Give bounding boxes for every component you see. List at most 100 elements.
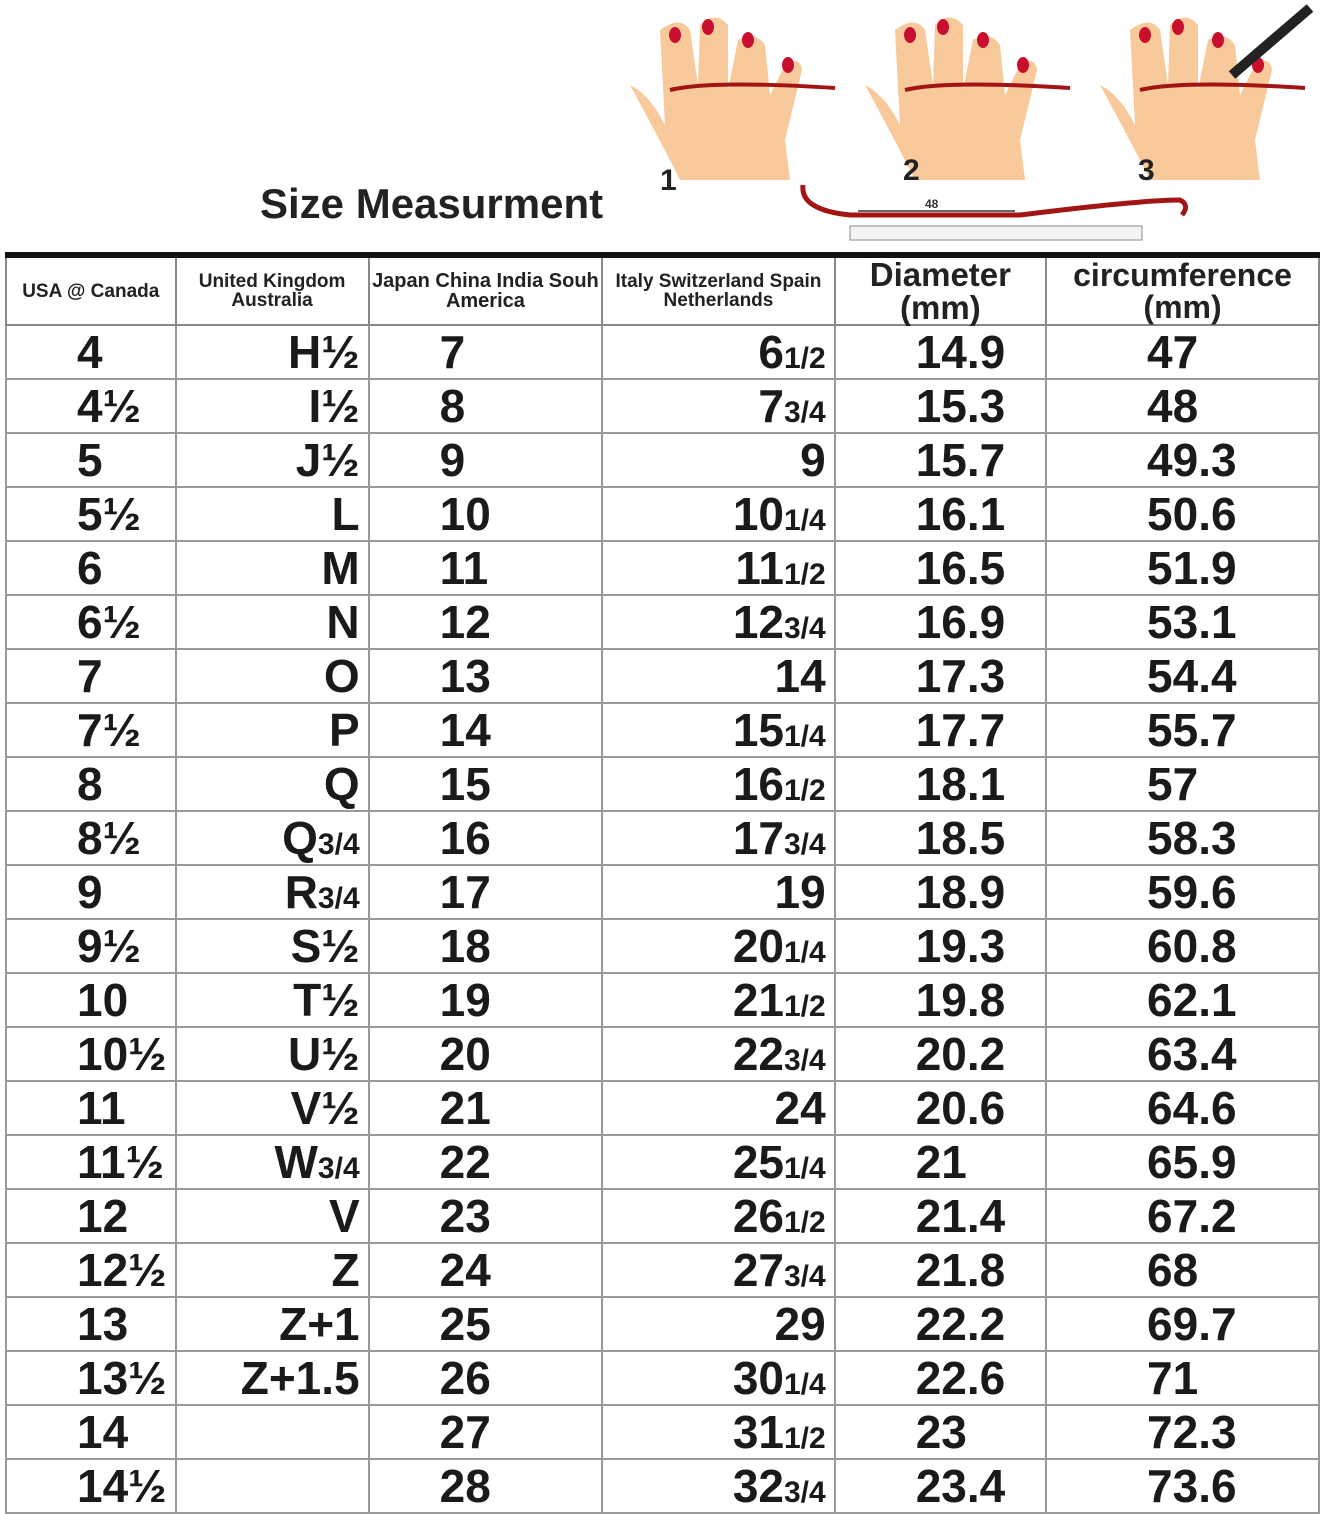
table-cell: 13½	[5, 1350, 177, 1406]
table-cell: 151/4	[601, 702, 836, 758]
cell-value: 49.3	[1147, 434, 1237, 486]
cell-value: 26	[732, 1190, 784, 1242]
table-cell: 111/2	[601, 540, 836, 596]
cell-value: 47	[1147, 326, 1199, 378]
cell-value: V	[328, 1190, 360, 1242]
cell-value: 18.5	[915, 812, 1006, 864]
table-cell: 101/4	[601, 486, 836, 542]
step-label: 1	[660, 164, 677, 197]
table-cell: 18	[367, 918, 604, 974]
table-cell: N	[174, 594, 370, 650]
table-cell: 21	[367, 1080, 604, 1136]
measuring-string	[800, 184, 1188, 218]
table-cell: 23	[833, 1404, 1048, 1460]
table-cell: 9	[367, 432, 604, 488]
cell-value: 12	[732, 596, 784, 648]
cell-fraction: 1/4	[783, 1368, 826, 1401]
header-row: USA @ Canada United Kingdom Australia Japa…	[5, 255, 1320, 326]
table-cell: 19	[367, 972, 604, 1028]
table-cell: 16.5	[833, 540, 1048, 596]
table-cell: 68	[1045, 1242, 1320, 1298]
cell-value: 11	[735, 542, 784, 594]
cell-value: J½	[295, 434, 360, 486]
cell-value: 22.6	[915, 1352, 1006, 1404]
column-header: United Kingdom Australia	[174, 255, 370, 326]
cell-value: 16.1	[915, 488, 1006, 540]
table-row: 5 J½ 9 9 15.7 49.3	[5, 432, 1320, 488]
cell-value: 28	[439, 1460, 491, 1512]
table-cell: 223/4	[601, 1026, 836, 1082]
table-cell: 26	[367, 1350, 604, 1406]
table-cell: I½	[174, 378, 370, 434]
cell-value: 19.3	[915, 920, 1006, 972]
cell-value: 8	[439, 380, 466, 432]
cell-fraction: 1/4	[783, 936, 826, 969]
cell-value: 11	[439, 542, 489, 594]
table-cell: 9½	[5, 918, 177, 974]
table-cell: 9	[5, 864, 177, 920]
cell-value: 19	[774, 866, 826, 918]
table-row: 13½ Z+1.5 26 301/4 22.6 71	[5, 1350, 1320, 1406]
cell-fraction: 3/4	[317, 1152, 360, 1185]
table-cell: 47	[1045, 324, 1320, 380]
cell-value: N	[326, 596, 360, 648]
cell-value: R	[284, 866, 318, 918]
cell-value: 21.8	[915, 1244, 1006, 1296]
cell-value: S½	[290, 920, 360, 972]
cell-value: 26	[439, 1352, 491, 1404]
table-cell: 15.3	[833, 378, 1048, 434]
cell-value: 23	[439, 1190, 491, 1242]
table-cell: S½	[174, 918, 370, 974]
table-cell: 17.3	[833, 648, 1048, 704]
cell-value: 9	[800, 434, 826, 486]
cell-value: 12	[439, 596, 491, 648]
table-cell: Z+1	[174, 1296, 370, 1352]
table-cell: 63.4	[1045, 1026, 1320, 1082]
table-row: 9 R3/4 17 19 18.9 59.6	[5, 864, 1320, 920]
cell-value: 62.1	[1147, 974, 1237, 1026]
cell-value: 27	[439, 1406, 491, 1458]
table-cell: 57	[1045, 756, 1320, 812]
cell-value: 63.4	[1147, 1028, 1237, 1080]
table-cell: 21.8	[833, 1242, 1048, 1298]
table-cell: 18.5	[833, 810, 1048, 866]
table-row: 11 V½ 21 24 20.6 64.6	[5, 1080, 1320, 1136]
cell-value: 24	[774, 1082, 826, 1134]
cell-value: I½	[308, 380, 360, 432]
table-cell: 6	[5, 540, 177, 596]
cell-value: 59.6	[1147, 866, 1237, 918]
table-cell: 19.8	[833, 972, 1048, 1028]
table-cell: 54.4	[1045, 648, 1320, 704]
table-cell: 61/2	[601, 324, 836, 380]
cell-value: 10	[77, 974, 129, 1026]
table-cell: 9	[601, 432, 836, 488]
cell-value: 17.7	[915, 704, 1006, 756]
cell-value: 22	[732, 1028, 784, 1080]
table-cell: 11	[5, 1080, 177, 1136]
cell-value: 30	[732, 1352, 784, 1404]
cell-fraction: 1/2	[783, 1422, 826, 1455]
table-cell: M	[174, 540, 370, 596]
cell-value: 54.4	[1147, 650, 1237, 702]
table-cell: 123/4	[601, 594, 836, 650]
cell-value: 18.1	[915, 758, 1006, 810]
table-cell: 173/4	[601, 810, 836, 866]
table-cell: 10	[5, 972, 177, 1028]
table-cell: 20	[367, 1026, 604, 1082]
cell-value: W	[274, 1136, 318, 1188]
table-row: 10½ U½ 20 223/4 20.2 63.4	[5, 1026, 1320, 1082]
table-cell: 72.3	[1045, 1404, 1320, 1460]
cell-value: 17.3	[915, 650, 1006, 702]
table-cell: V	[174, 1188, 370, 1244]
table-cell: 73/4	[601, 378, 836, 434]
table-cell: 69.7	[1045, 1296, 1320, 1352]
ruler	[849, 225, 1143, 241]
cell-value: 69.7	[1147, 1298, 1237, 1350]
cell-value: 21	[915, 1136, 967, 1188]
cell-value: 13	[439, 650, 491, 702]
table-cell: 201/4	[601, 918, 836, 974]
cell-value: H½	[288, 326, 360, 378]
cell-value: Z	[331, 1244, 360, 1296]
cell-fraction: 1/2	[783, 990, 826, 1023]
table-row: 14½ 28 323/4 23.4 73.6	[5, 1458, 1320, 1514]
